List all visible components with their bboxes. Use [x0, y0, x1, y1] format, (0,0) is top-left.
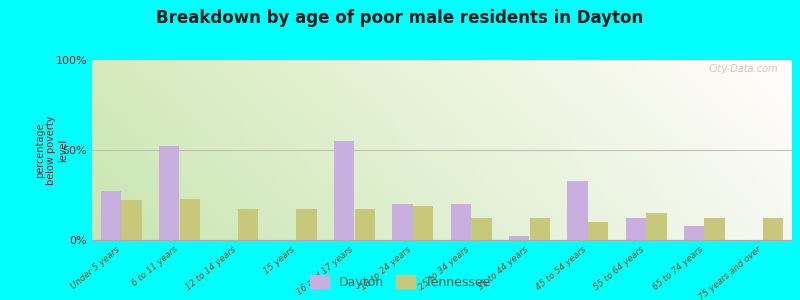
Bar: [763, 218, 783, 240]
Bar: [588, 222, 608, 240]
Bar: [159, 146, 179, 240]
Bar: [179, 199, 200, 240]
Bar: [450, 204, 471, 240]
Bar: [334, 141, 354, 240]
Legend: Dayton, Tennessee: Dayton, Tennessee: [305, 270, 495, 294]
Bar: [530, 218, 550, 240]
Bar: [626, 218, 646, 240]
Bar: [509, 236, 530, 240]
Bar: [684, 226, 705, 240]
Bar: [354, 209, 375, 240]
Bar: [646, 213, 666, 240]
Bar: [296, 209, 317, 240]
Y-axis label: percentage
below poverty
level: percentage below poverty level: [34, 115, 68, 185]
Bar: [101, 191, 121, 240]
Bar: [393, 204, 413, 240]
Text: Breakdown by age of poor male residents in Dayton: Breakdown by age of poor male residents …: [156, 9, 644, 27]
Bar: [705, 218, 725, 240]
Bar: [238, 209, 258, 240]
Text: City-Data.com: City-Data.com: [708, 64, 778, 74]
Bar: [471, 218, 491, 240]
Bar: [567, 181, 588, 240]
Bar: [121, 200, 142, 240]
Bar: [413, 206, 434, 240]
